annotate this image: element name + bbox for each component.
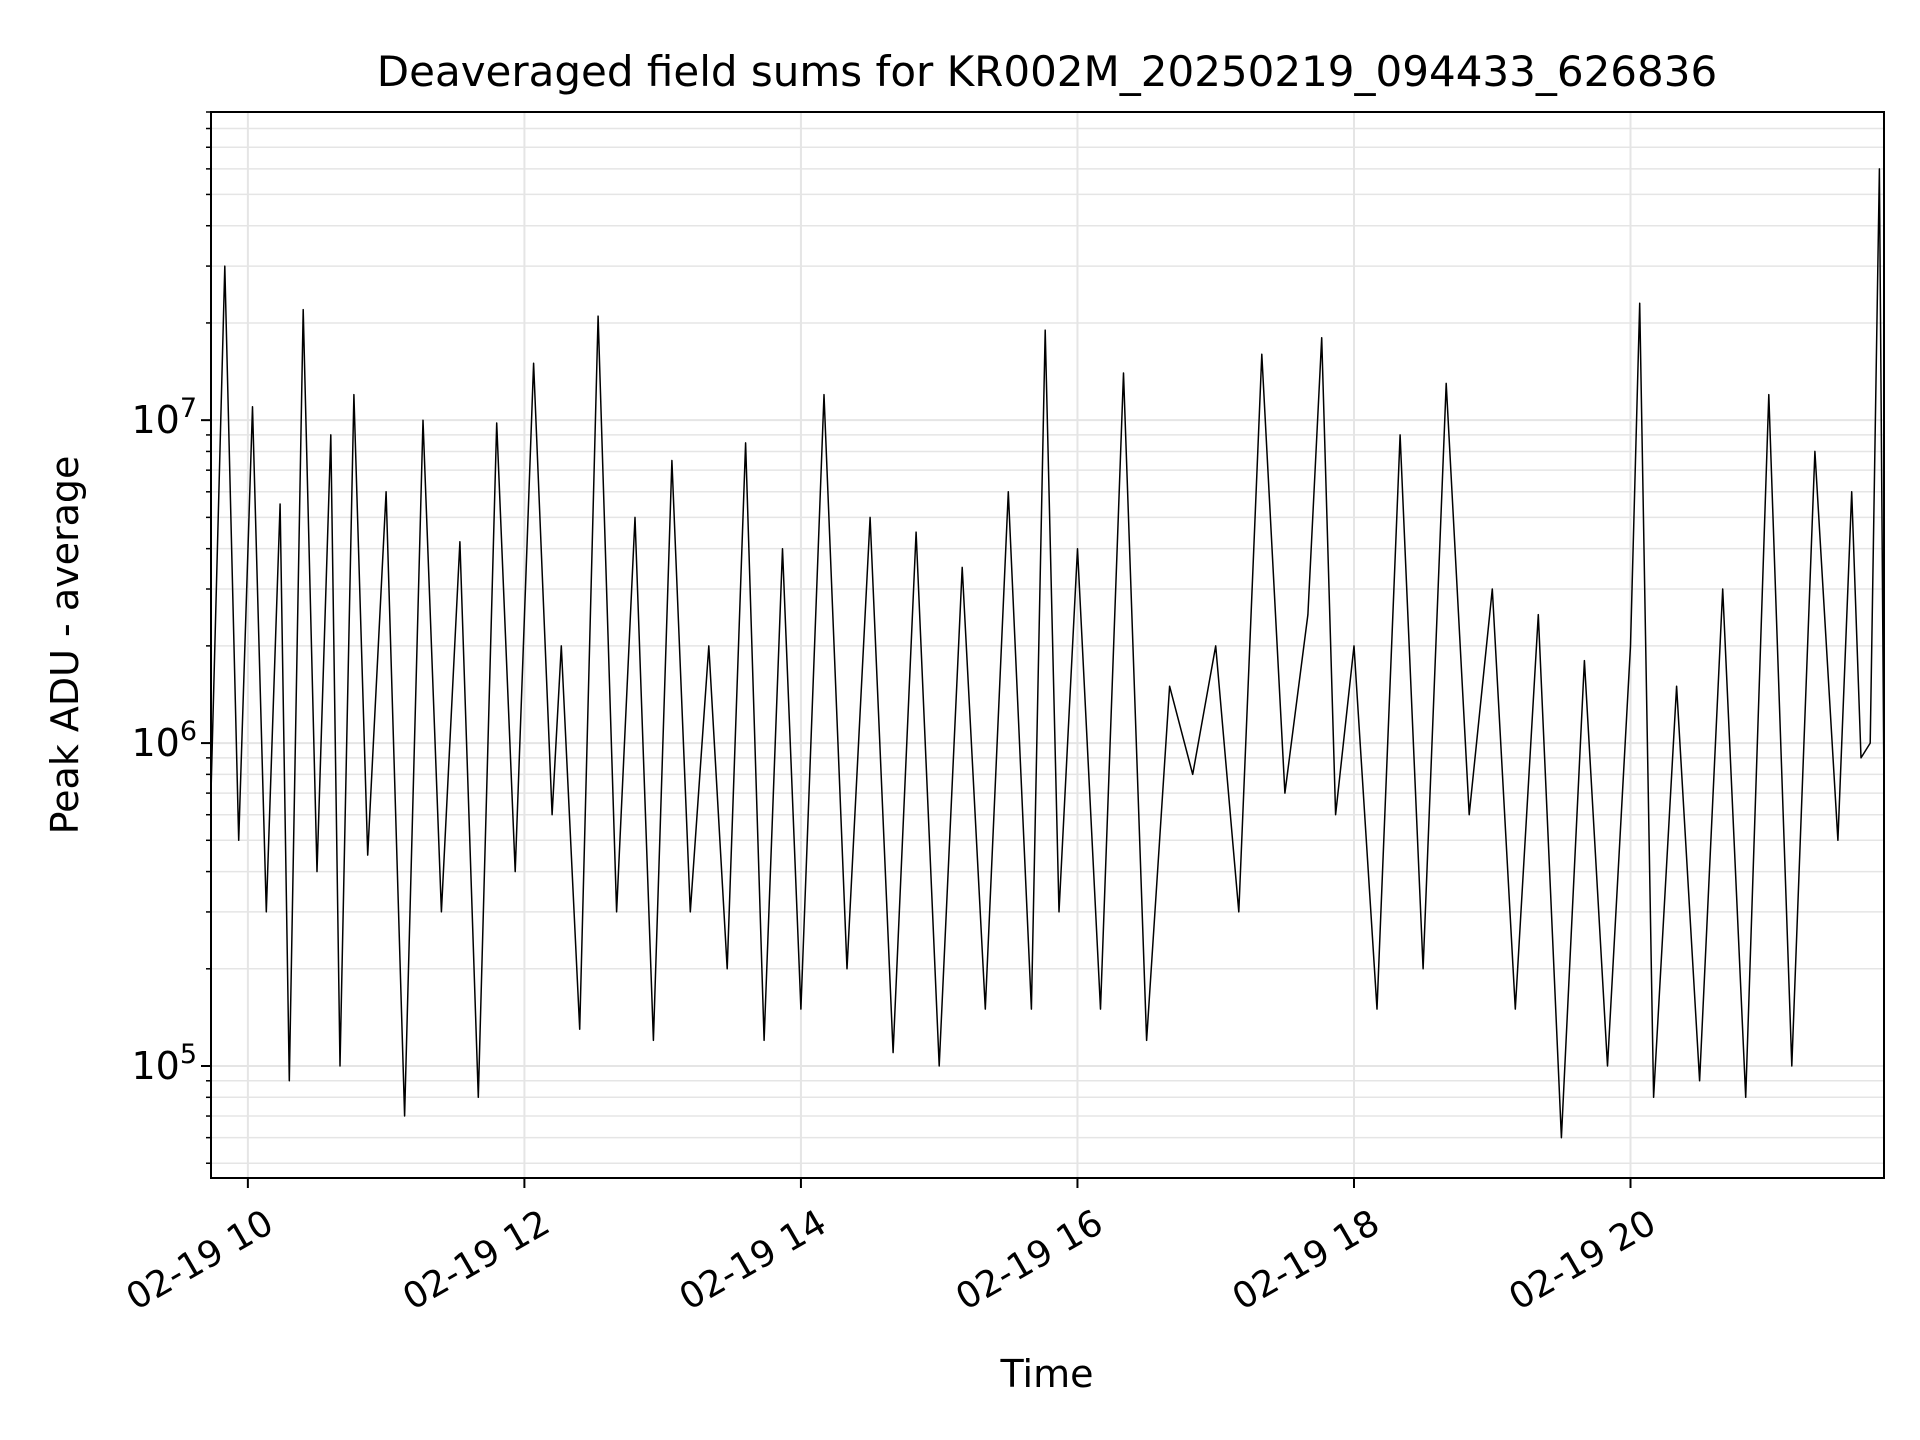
x-tick-label: 02-19 14 <box>673 1202 834 1318</box>
x-tick-label: 02-19 20 <box>1502 1202 1663 1318</box>
chart-title: Deaveraged field sums for KR002M_2025021… <box>377 47 1717 96</box>
y-minor-grid <box>211 111 1884 1164</box>
x-axis-label: Time <box>1000 1352 1094 1396</box>
x-ticks: 02-19 10 02-19 12 02-19 14 02-19 16 02-19 18… <box>120 1178 1663 1319</box>
y-axis-label: Peak ADU - average <box>43 456 87 835</box>
series-line <box>210 168 1885 1139</box>
y-ticks: 105 106 107 <box>131 111 211 1164</box>
x-tick-label: 02-19 18 <box>1226 1202 1387 1318</box>
x-tick-label: 02-19 16 <box>949 1202 1110 1318</box>
y-tick-label: 105 <box>131 1039 197 1088</box>
plot-frame <box>210 111 1885 1179</box>
y-tick-label: 107 <box>131 393 197 442</box>
x-tick-label: 02-19 10 <box>120 1202 281 1318</box>
x-tick-label: 02-19 12 <box>396 1202 557 1318</box>
x-grid <box>246 112 1632 1178</box>
y-tick-label: 106 <box>131 716 197 765</box>
